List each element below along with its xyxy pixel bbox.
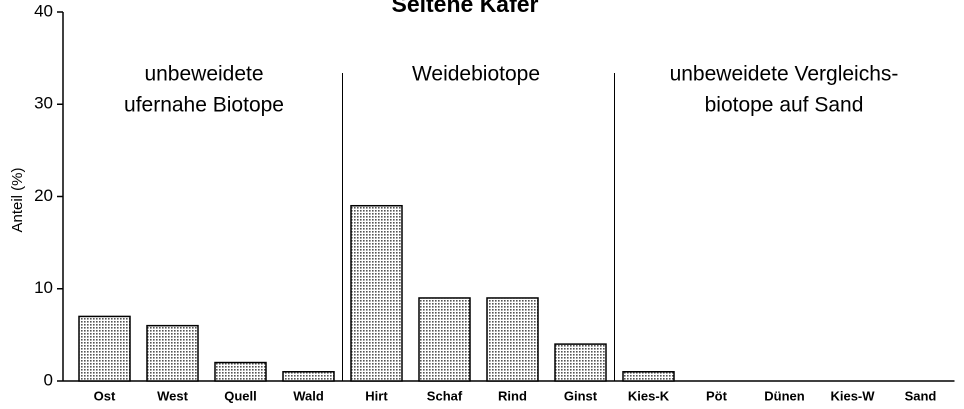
group-label: unbeweidete Vergleichs- bbox=[670, 63, 899, 86]
x-tick-label: Ginst bbox=[564, 388, 598, 403]
group-label: unbeweidete bbox=[144, 63, 263, 86]
x-tick-label: Ost bbox=[94, 388, 116, 403]
group-label: Weidebiotope bbox=[412, 63, 540, 86]
bar bbox=[282, 371, 335, 382]
chart-title: Seltene Käfer bbox=[391, 0, 538, 17]
x-tick-label: Quell bbox=[224, 388, 257, 403]
x-tick-label: West bbox=[157, 388, 188, 403]
y-axis-label: Anteil (%) bbox=[9, 167, 26, 232]
x-tick-label: Pöt bbox=[706, 388, 728, 403]
x-tick-label: Rind bbox=[498, 388, 527, 403]
bar bbox=[146, 324, 199, 382]
x-tick-label: Sand bbox=[905, 388, 937, 403]
x-tick-label: Schaf bbox=[427, 388, 463, 403]
y-tick-label: 10 bbox=[34, 278, 53, 297]
x-tick-label: Kies-W bbox=[830, 388, 875, 403]
bar bbox=[486, 297, 539, 382]
bar bbox=[418, 297, 471, 382]
x-tick-label: Kies-K bbox=[628, 388, 670, 403]
y-tick-label: 20 bbox=[34, 186, 53, 205]
group-label: biotope auf Sand bbox=[705, 94, 864, 117]
x-tick-label: Hirt bbox=[365, 388, 388, 403]
group-label: ufernahe Biotope bbox=[124, 94, 284, 117]
bar bbox=[554, 343, 607, 382]
bar bbox=[78, 315, 131, 382]
y-tick-label: 0 bbox=[44, 370, 53, 389]
y-tick-label: 40 bbox=[34, 1, 53, 20]
bar bbox=[214, 361, 267, 382]
x-tick-label: Wald bbox=[293, 388, 324, 403]
bar bbox=[622, 371, 675, 382]
bar bbox=[350, 204, 403, 382]
y-tick-label: 30 bbox=[34, 94, 53, 113]
x-tick-label: Dünen bbox=[764, 388, 805, 403]
